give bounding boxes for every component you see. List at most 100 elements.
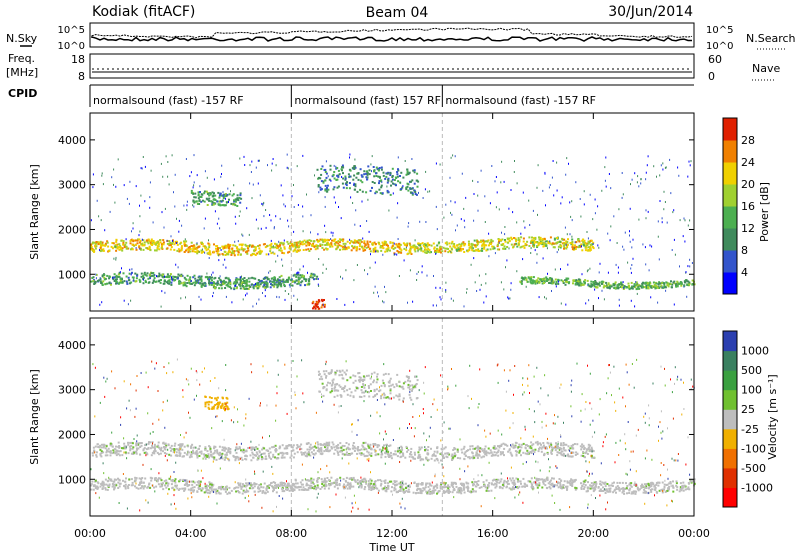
power-cell: [462, 242, 464, 245]
power-cell: [297, 271, 299, 274]
power-cell: [551, 290, 552, 292]
velocity-cell: [240, 456, 243, 459]
velocity-cell: [127, 443, 130, 446]
power-cell: [349, 156, 350, 159]
velocity-cell: [375, 453, 378, 456]
power-cell: [632, 238, 634, 241]
power-cell: [583, 190, 585, 193]
power-cell: [391, 167, 394, 170]
velocity-cell: [389, 444, 392, 447]
power-cell: [194, 196, 197, 199]
power-cell: [625, 286, 628, 289]
power-cell: [274, 283, 275, 286]
velocity-cell: [310, 477, 313, 480]
power-cell: [337, 169, 340, 172]
power-cell: [104, 283, 107, 286]
power-cell: [254, 246, 257, 249]
power-cell: [212, 203, 215, 206]
power-cell: [225, 276, 228, 279]
velocity-cell: [455, 485, 458, 488]
power-cell: [213, 192, 215, 195]
power-cell: [400, 251, 403, 254]
velocity-cell: [332, 443, 335, 446]
power-cell: [488, 244, 490, 247]
power-cell: [125, 245, 128, 248]
velocity-cell: [459, 482, 462, 485]
velocity-cell: [212, 483, 215, 486]
power-cell: [234, 204, 237, 207]
beam-title: Beam 04: [366, 5, 429, 21]
power-cell: [258, 298, 260, 301]
velocity-cell: [360, 452, 363, 455]
velocity-cell: [333, 446, 336, 449]
power-cell: [362, 249, 365, 252]
velocity-cell: [537, 479, 540, 482]
power-cell: [513, 171, 515, 173]
velocity-cell: [514, 445, 517, 448]
power-cell: [563, 242, 566, 245]
power-cell: [615, 263, 617, 266]
velocity-cell: [339, 442, 342, 445]
power-cell: [268, 271, 270, 274]
power-cell: [355, 249, 358, 252]
power-cell: [230, 287, 233, 290]
power-cell: [94, 242, 97, 245]
power-cell: [549, 282, 552, 285]
power-cell: [662, 162, 664, 165]
power-cell: [345, 248, 348, 251]
power-cell: [248, 233, 250, 236]
power-cell: [474, 281, 476, 284]
power-cell: [377, 291, 378, 294]
power-cell: [671, 249, 673, 251]
velocity-cell: [351, 447, 354, 450]
velocity-cell: [100, 450, 103, 453]
power-cell: [348, 175, 351, 178]
power-cell: [546, 280, 548, 282]
power-cell: [452, 154, 454, 157]
power-cell: [445, 289, 447, 292]
power-cell: [239, 277, 242, 280]
velocity-cell: [195, 450, 198, 453]
power-cell: [382, 300, 383, 303]
power-cell: [554, 278, 557, 281]
velocity-cell: [330, 447, 333, 450]
power-cell: [118, 281, 121, 284]
cpid-segment-label: normalsound (fast) -157 RF: [93, 94, 244, 107]
power-cell: [255, 284, 258, 287]
power-cell: [632, 257, 634, 260]
power-cell: [603, 298, 605, 301]
velocity-cell: [259, 483, 262, 486]
power-cell: [565, 280, 567, 283]
power-cell: [427, 190, 429, 193]
velocity-cell: [177, 444, 180, 446]
power-cell: [579, 245, 582, 248]
power-cell: [477, 181, 479, 183]
power-cell: [291, 284, 294, 287]
power-cell: [275, 260, 277, 263]
power-cell: [164, 280, 167, 283]
power-cell: [258, 244, 261, 247]
power-cell: [393, 242, 395, 245]
velocity-cell: [679, 488, 682, 491]
velocity-cell: [390, 457, 393, 460]
power-cell: [307, 243, 310, 246]
velocity-cell: [200, 452, 203, 455]
power-cell: [338, 241, 341, 244]
velocity-cell: [473, 447, 476, 450]
velocity-cell: [508, 448, 511, 451]
velocity-cell: [590, 446, 593, 449]
power-cell: [618, 304, 620, 307]
power-cell: [199, 282, 202, 285]
velocity-cell: [472, 455, 475, 458]
power-cell: [502, 243, 505, 245]
power-cell: [214, 282, 217, 285]
power-cell: [425, 252, 428, 254]
velocity-cell: [158, 446, 161, 449]
power-cell: [595, 283, 598, 286]
power-cell: [684, 219, 686, 222]
power-cell: [329, 164, 332, 167]
date-title: 30/Jun/2014: [608, 4, 693, 20]
velocity-cell: [382, 446, 385, 449]
power-cell: [250, 245, 253, 248]
